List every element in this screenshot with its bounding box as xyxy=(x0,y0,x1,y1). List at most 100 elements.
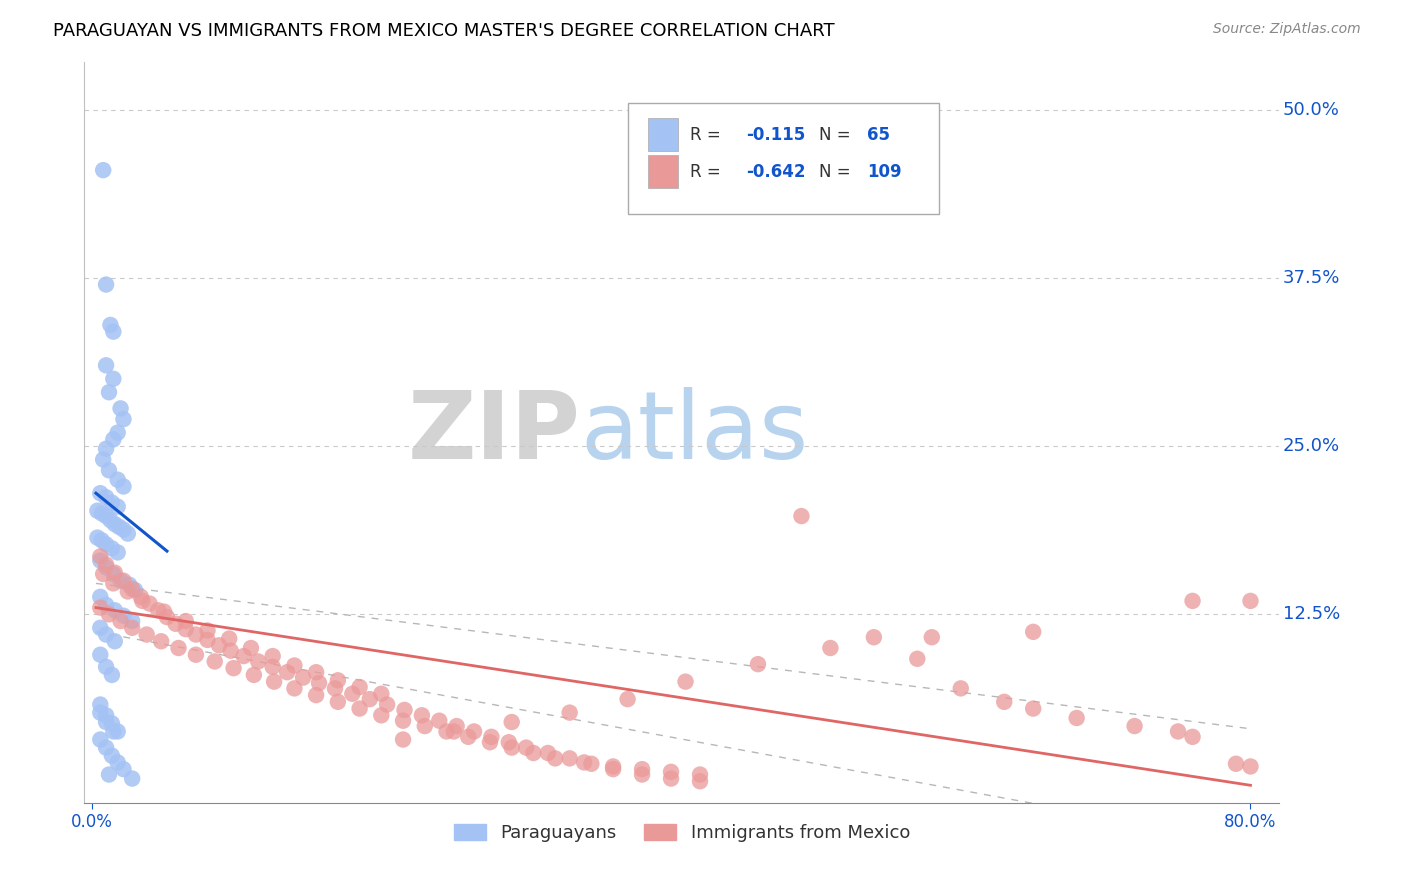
Point xyxy=(308,676,330,690)
Point xyxy=(110,401,132,416)
Point xyxy=(689,767,711,781)
Point xyxy=(89,621,111,635)
Point xyxy=(262,660,284,674)
Point xyxy=(522,746,544,760)
Point xyxy=(110,574,132,588)
Point xyxy=(89,486,111,500)
Point xyxy=(94,558,117,572)
Point xyxy=(101,495,124,509)
Point xyxy=(443,724,465,739)
Point xyxy=(1123,719,1146,733)
Point xyxy=(247,655,270,669)
Point xyxy=(208,638,231,652)
Point xyxy=(107,473,129,487)
Point xyxy=(117,584,139,599)
Point xyxy=(463,724,485,739)
Point xyxy=(103,724,125,739)
Point xyxy=(94,627,117,641)
Text: Source: ZipAtlas.com: Source: ZipAtlas.com xyxy=(1213,22,1361,37)
Point xyxy=(89,549,111,564)
Point xyxy=(305,688,328,702)
Point xyxy=(98,463,121,477)
Point xyxy=(104,634,127,648)
Point xyxy=(121,582,143,596)
Point xyxy=(501,740,523,755)
Point xyxy=(167,640,190,655)
Text: 109: 109 xyxy=(868,162,901,181)
Point xyxy=(103,325,125,339)
Point xyxy=(108,520,131,534)
Point xyxy=(101,668,124,682)
Point xyxy=(131,594,153,608)
Bar xyxy=(648,155,678,188)
Text: -0.642: -0.642 xyxy=(747,162,806,181)
Text: R =: R = xyxy=(690,126,721,144)
Point xyxy=(457,730,479,744)
Point xyxy=(675,674,697,689)
Point xyxy=(392,714,415,728)
Point xyxy=(1167,724,1189,739)
Point xyxy=(602,759,624,773)
Point xyxy=(94,714,117,729)
Point xyxy=(263,674,285,689)
Point xyxy=(370,708,392,723)
Point xyxy=(100,318,122,332)
Point xyxy=(581,756,603,771)
Point xyxy=(863,630,886,644)
Point xyxy=(121,614,143,628)
Point xyxy=(91,163,114,178)
Point xyxy=(616,692,638,706)
Point xyxy=(1022,701,1045,715)
Point xyxy=(165,616,187,631)
Point xyxy=(89,706,111,720)
Point xyxy=(174,614,197,628)
Point xyxy=(411,708,433,723)
Point xyxy=(89,590,111,604)
Point xyxy=(481,730,503,744)
Point xyxy=(478,735,501,749)
Point xyxy=(138,597,160,611)
Point xyxy=(370,687,392,701)
Point xyxy=(86,531,108,545)
Point xyxy=(110,614,132,628)
Point xyxy=(98,607,121,622)
Point xyxy=(107,545,129,559)
Point xyxy=(94,560,117,574)
Point xyxy=(94,740,117,755)
Point xyxy=(544,751,567,765)
Point xyxy=(283,658,305,673)
Point xyxy=(204,655,226,669)
Point xyxy=(118,578,141,592)
Point xyxy=(1239,594,1261,608)
Legend: Paraguayans, Immigrants from Mexico: Paraguayans, Immigrants from Mexico xyxy=(446,816,918,849)
Point xyxy=(1181,594,1204,608)
Point xyxy=(135,627,157,641)
Point xyxy=(921,630,943,644)
Point xyxy=(342,687,364,701)
Point xyxy=(326,673,349,688)
Point xyxy=(89,648,111,662)
Point xyxy=(243,668,266,682)
Point xyxy=(89,553,111,567)
Point xyxy=(107,756,129,770)
Point xyxy=(790,509,813,524)
Point xyxy=(689,774,711,789)
Point xyxy=(558,706,581,720)
Point xyxy=(394,703,416,717)
Point xyxy=(558,751,581,765)
Point xyxy=(112,574,135,588)
Point xyxy=(103,576,125,591)
Point xyxy=(107,500,129,514)
Point xyxy=(89,600,111,615)
Point xyxy=(91,566,114,581)
Point xyxy=(392,732,415,747)
Point xyxy=(222,661,245,675)
Point xyxy=(98,767,121,781)
Point xyxy=(993,695,1015,709)
Point xyxy=(117,526,139,541)
Point xyxy=(1239,759,1261,773)
Point xyxy=(349,701,371,715)
Point xyxy=(436,724,458,739)
Point xyxy=(1066,711,1088,725)
Point xyxy=(949,681,972,696)
